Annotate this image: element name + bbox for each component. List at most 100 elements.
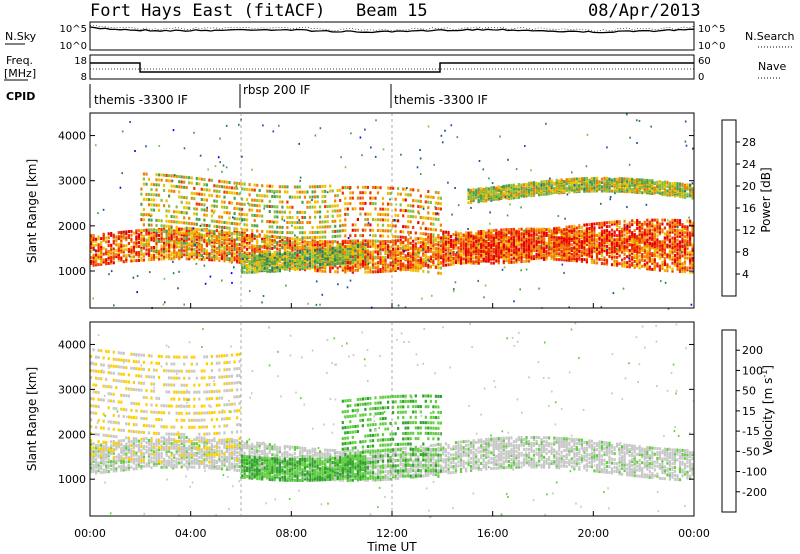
heat-cell	[510, 228, 513, 231]
heat-cell	[324, 262, 327, 266]
heat-cell	[497, 233, 500, 237]
heat-cell	[258, 209, 261, 213]
freq-unit-label: [MHz]	[4, 67, 36, 80]
heat-cell	[218, 258, 221, 262]
heat-cell	[626, 255, 629, 259]
heat-cell	[308, 264, 312, 268]
heat-cell	[95, 263, 98, 267]
heat-cell	[595, 245, 599, 249]
heat-cell	[447, 240, 450, 244]
heat-cell	[183, 239, 186, 243]
heat-cell	[316, 267, 319, 271]
heat-cell	[588, 227, 591, 230]
heat-cell	[399, 264, 402, 268]
heat-cell	[465, 231, 468, 235]
heat-cell	[213, 244, 216, 248]
heat-cell	[105, 260, 108, 264]
heat-cell	[437, 244, 440, 248]
heat-cell	[301, 267, 304, 271]
heat-cell	[95, 239, 98, 243]
heat-cell	[439, 248, 442, 252]
heat-cell	[341, 250, 344, 254]
heat-cell	[555, 228, 558, 232]
nsearch-tick-bottom: 10^0	[698, 41, 725, 52]
heat-cell	[251, 270, 254, 274]
heat-cell	[356, 257, 359, 261]
cpid-program-1: themis -3300 IF	[94, 93, 188, 107]
heat-cell	[238, 247, 241, 250]
heat-cell	[147, 248, 151, 252]
heat-cell	[236, 260, 239, 264]
heat-cell	[203, 188, 206, 192]
heat-cell	[253, 257, 256, 260]
heat-cell	[127, 253, 130, 257]
heat-cell	[605, 239, 609, 242]
heat-cell	[321, 242, 324, 245]
heat-cell	[100, 256, 103, 260]
heat-cell	[414, 247, 417, 251]
heat-cell	[593, 226, 596, 230]
heat-cell	[122, 254, 125, 258]
heat-cell	[193, 235, 196, 239]
heat-cell	[444, 230, 447, 234]
heat-cell	[329, 256, 332, 260]
heat-cell	[404, 266, 407, 270]
heat-cell	[387, 247, 390, 251]
heat-cell	[419, 260, 422, 264]
heat-cell	[238, 182, 241, 186]
heat-cell	[298, 242, 302, 246]
heat-cell	[346, 186, 349, 190]
heat-cell	[205, 249, 208, 253]
heat-cell	[288, 241, 291, 244]
heat-cell	[281, 205, 284, 209]
heat-cell	[364, 191, 367, 195]
heat-cell	[127, 236, 130, 239]
heat-cell	[575, 252, 578, 256]
heat-cell	[102, 232, 105, 236]
heat-cell	[666, 267, 669, 271]
heat-cell	[311, 231, 314, 234]
heat-cell	[298, 231, 302, 235]
heat-cell	[246, 241, 249, 245]
heat-cell	[510, 237, 513, 241]
heat-cell	[371, 266, 375, 270]
heat-cell	[497, 256, 500, 260]
heat-cell	[482, 249, 485, 253]
heat-cell	[188, 216, 191, 220]
heat-cell	[163, 244, 166, 248]
heat-cell	[538, 252, 541, 256]
heat-cell	[278, 210, 281, 214]
heat-cell	[379, 213, 382, 216]
heat-cell	[236, 244, 239, 248]
heat-cell	[452, 252, 455, 256]
heat-cell	[354, 252, 357, 255]
heat-cell	[465, 257, 468, 261]
heat-cell	[122, 250, 125, 254]
heat-cell	[276, 210, 279, 214]
heat-cell	[253, 203, 256, 207]
heat-cell	[95, 249, 98, 253]
heat-cell	[449, 239, 453, 242]
heat-cell	[371, 196, 375, 200]
heat-cell	[243, 187, 246, 191]
heat-cell	[548, 235, 551, 239]
heat-cell	[558, 236, 561, 240]
heat-cell	[145, 243, 148, 247]
heat-cell	[676, 262, 679, 265]
heat-cell	[683, 268, 687, 272]
heat-cell	[324, 240, 327, 244]
heat-cell	[480, 255, 483, 259]
heat-cell	[268, 199, 271, 203]
heat-cell	[150, 258, 153, 261]
heat-cell	[653, 268, 656, 272]
heat-cell	[296, 216, 299, 219]
heat-cell	[643, 251, 646, 255]
heat-cell	[173, 250, 176, 254]
heat-cell	[150, 228, 153, 232]
heat-cell	[543, 242, 546, 246]
heat-cell	[200, 192, 203, 196]
heat-cell	[623, 247, 626, 250]
heat-cell	[246, 247, 249, 251]
heat-cell	[608, 238, 611, 242]
heat-cell	[454, 231, 458, 235]
